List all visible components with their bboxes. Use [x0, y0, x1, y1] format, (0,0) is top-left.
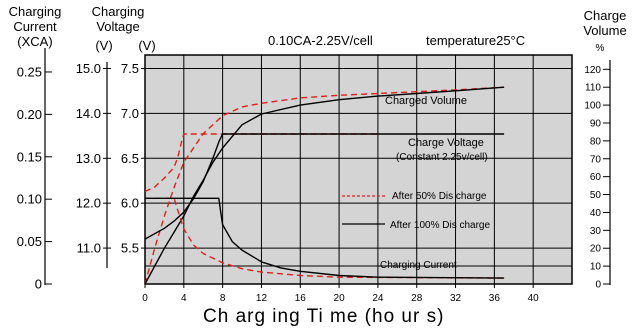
volume-tick-label: 0	[595, 280, 601, 291]
current-tick-label: 0	[35, 277, 42, 292]
charged-volume-after-100-series	[144, 86, 505, 285]
pack-voltage-unit: (V)	[95, 38, 113, 53]
axes: 0 4 8 12 16 20 24 28 32 36 40 0 0.05 0.10 0.15 0.20 0.25…	[17, 48, 611, 304]
x-tick-label: 8	[220, 293, 226, 304]
volume-tick-label: 70	[590, 154, 602, 165]
volume-axis-title-line1: Charge	[583, 8, 627, 23]
x-tick-label: 4	[181, 293, 187, 304]
volume-tick-label: 90	[590, 118, 602, 129]
volume-tick-label: 20	[590, 244, 602, 255]
grid	[145, 55, 572, 284]
x-tick-label: 40	[528, 293, 540, 304]
current-axis-title-line1: Charging	[8, 4, 62, 19]
volume-tick-label: 60	[590, 172, 602, 183]
plot-border	[144, 54, 573, 285]
legend-50-label: After 50% Dis charge	[392, 191, 487, 202]
current-tick-label: 0.20	[17, 107, 42, 122]
volume-axis-unit: %	[595, 43, 605, 54]
x-tick-label: 16	[295, 293, 307, 304]
cell-voltage-unit: (V)	[138, 38, 156, 53]
current-tick-label: 0.15	[17, 149, 42, 164]
volume-tick-label: 120	[584, 65, 601, 76]
pack-voltage-tick-label: 11.0	[77, 241, 101, 256]
x-tick-label: 12	[256, 293, 268, 304]
test-condition: 0.10CA-2.25V/cell	[268, 33, 373, 48]
current-tick-label: 0.25	[17, 64, 42, 79]
volume-tick-label: 50	[590, 190, 602, 201]
volume-tick-label: 110	[585, 83, 601, 94]
volume-tick-label: 80	[590, 136, 602, 147]
current-axis-title-line2: Current	[13, 19, 57, 34]
charging-current-annotation: Charging Current	[380, 260, 457, 271]
cell-voltage-tick-label: 5.5	[121, 241, 139, 256]
x-tick-label: 20	[334, 293, 346, 304]
plot-background	[145, 55, 572, 284]
pack-voltage-tick-label: 12.0	[76, 196, 101, 211]
x-tick-label: 24	[372, 293, 384, 304]
volume-tick-label: 30	[590, 226, 602, 237]
volume-axis-title: Charge Volume	[574, 8, 636, 38]
volume-tick-label: 40	[590, 208, 602, 219]
charged-volume-after-50-series	[144, 86, 505, 285]
current-tick-label: 0.05	[17, 234, 42, 249]
voltage-axis-title: Charging Voltage	[86, 4, 150, 34]
constant-voltage-annotation: (Constant 2.25v/cell)	[396, 152, 488, 163]
current-axis-unit: (XCA)	[17, 34, 53, 49]
volume-tick-label: 10	[590, 262, 602, 273]
plot-area	[144, 54, 573, 285]
voltage-axis-title-line2: Voltage	[96, 19, 140, 34]
test-temperature: temperature25°C	[426, 33, 526, 48]
volume-tick-label: 100	[584, 101, 601, 112]
voltage-axis-title-line1: Charging	[91, 4, 145, 19]
cell-voltage-tick-label: 6.5	[121, 151, 139, 166]
x-tick-label: 0	[142, 293, 148, 304]
pack-voltage-tick-label: 13.0	[76, 151, 101, 166]
series-layer	[144, 86, 505, 285]
cell-voltage-tick-label: 7.5	[121, 61, 139, 76]
x-tick-label: 28	[411, 293, 423, 304]
charge-voltage-annotation: Charge Voltage	[408, 137, 484, 149]
annotations-layer: Charged Volume Charge Voltage (Constant …	[342, 95, 490, 271]
pack-voltage-tick-label: 15.0	[76, 61, 101, 76]
current-tick-label: 0.10	[17, 192, 42, 207]
legend-100-label: After 100% Dis charge	[390, 220, 490, 231]
charging-current-after-50-series	[145, 197, 505, 279]
current-axis-title: Charging Current (XCA)	[4, 4, 66, 49]
x-tick-label: 36	[489, 293, 501, 304]
x-axis-title: Ch arg ing Ti me (ho ur s)	[203, 306, 445, 327]
x-tick-label: 32	[450, 293, 462, 304]
charge-voltage-after-50-series	[144, 133, 378, 193]
charging-current-after-100-series	[145, 197, 505, 279]
cell-voltage-tick-label: 7.0	[121, 106, 139, 121]
pack-voltage-tick-label: 14.0	[76, 106, 101, 121]
volume-axis-title-line2: Volume	[583, 23, 627, 38]
cell-voltage-tick-label: 6.0	[121, 196, 139, 211]
charged-volume-annotation: Charged Volume	[385, 95, 467, 107]
